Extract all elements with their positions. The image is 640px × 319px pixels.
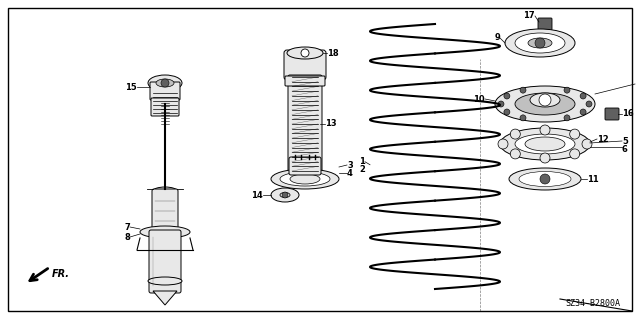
FancyBboxPatch shape <box>149 230 181 293</box>
Text: SZ34-B2800A: SZ34-B2800A <box>565 300 620 308</box>
Text: 1: 1 <box>359 157 365 166</box>
Ellipse shape <box>515 33 565 53</box>
Circle shape <box>510 129 520 139</box>
Circle shape <box>540 125 550 135</box>
Ellipse shape <box>271 188 299 202</box>
Circle shape <box>504 109 510 115</box>
Circle shape <box>586 101 592 107</box>
Circle shape <box>540 153 550 163</box>
Text: 6: 6 <box>622 145 628 153</box>
Text: 10: 10 <box>474 94 485 103</box>
Circle shape <box>282 192 288 198</box>
Ellipse shape <box>509 168 581 190</box>
Circle shape <box>161 79 169 87</box>
Ellipse shape <box>280 192 290 197</box>
Ellipse shape <box>290 174 320 184</box>
Ellipse shape <box>280 172 330 186</box>
Ellipse shape <box>530 93 560 107</box>
Circle shape <box>570 149 580 159</box>
Circle shape <box>301 49 309 57</box>
Circle shape <box>510 149 520 159</box>
FancyBboxPatch shape <box>152 189 178 231</box>
Ellipse shape <box>156 79 174 87</box>
Polygon shape <box>153 291 177 305</box>
Ellipse shape <box>287 47 323 59</box>
FancyBboxPatch shape <box>150 82 180 100</box>
Circle shape <box>520 87 526 93</box>
Circle shape <box>539 94 551 106</box>
FancyBboxPatch shape <box>285 76 325 86</box>
Circle shape <box>570 129 580 139</box>
Ellipse shape <box>515 134 575 154</box>
Ellipse shape <box>153 187 177 195</box>
FancyBboxPatch shape <box>538 18 552 30</box>
Ellipse shape <box>525 137 565 151</box>
Ellipse shape <box>500 128 590 160</box>
Text: 2: 2 <box>359 165 365 174</box>
Circle shape <box>564 87 570 93</box>
Ellipse shape <box>515 93 575 115</box>
Circle shape <box>564 115 570 121</box>
Text: 5: 5 <box>622 137 628 145</box>
Text: 12: 12 <box>597 135 609 144</box>
Text: 17: 17 <box>524 11 535 20</box>
Text: 14: 14 <box>252 190 263 199</box>
Ellipse shape <box>519 172 571 187</box>
Text: 4: 4 <box>347 168 353 177</box>
FancyBboxPatch shape <box>288 75 322 173</box>
Text: 15: 15 <box>125 83 137 92</box>
Text: 3: 3 <box>347 160 353 169</box>
Text: 7: 7 <box>124 222 130 232</box>
Circle shape <box>504 93 510 99</box>
Circle shape <box>582 139 592 149</box>
Circle shape <box>580 109 586 115</box>
Text: 8: 8 <box>124 233 130 241</box>
Ellipse shape <box>140 226 190 238</box>
Text: 18: 18 <box>327 48 339 57</box>
FancyBboxPatch shape <box>284 50 326 80</box>
Circle shape <box>498 139 508 149</box>
Circle shape <box>540 174 550 184</box>
FancyBboxPatch shape <box>289 157 321 175</box>
Circle shape <box>498 101 504 107</box>
Ellipse shape <box>495 86 595 122</box>
Text: 16: 16 <box>622 109 634 118</box>
Ellipse shape <box>148 277 182 285</box>
Text: 11: 11 <box>587 174 599 183</box>
Circle shape <box>580 93 586 99</box>
FancyBboxPatch shape <box>151 98 179 116</box>
Ellipse shape <box>148 75 182 91</box>
Ellipse shape <box>271 169 339 189</box>
Circle shape <box>535 38 545 48</box>
Text: 9: 9 <box>494 33 500 42</box>
Circle shape <box>520 115 526 121</box>
Text: FR.: FR. <box>52 269 70 279</box>
Ellipse shape <box>528 38 552 48</box>
FancyBboxPatch shape <box>605 108 619 120</box>
Ellipse shape <box>505 29 575 57</box>
Text: 13: 13 <box>325 120 337 129</box>
